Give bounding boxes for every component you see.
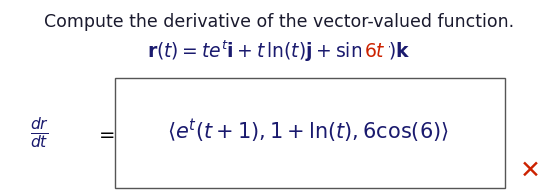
FancyBboxPatch shape: [115, 78, 505, 188]
Text: Compute the derivative of the vector-valued function.: Compute the derivative of the vector-val…: [44, 13, 514, 31]
Text: $\frac{dr}{dt}$: $\frac{dr}{dt}$: [31, 115, 50, 151]
Text: ✕: ✕: [519, 159, 541, 183]
FancyBboxPatch shape: [361, 41, 389, 61]
Text: $\mathbf{r}(t) = te^{t}\mathbf{i} + t\,\mathrm{ln}(t)\mathbf{j} + \sin(6t)\mathb: $\mathbf{r}(t) = te^{t}\mathbf{i} + t\,\…: [147, 38, 411, 64]
Text: $\langle e^{t}(t+1),1+\ln(t),6\cos(6)\rangle$: $\langle e^{t}(t+1),1+\ln(t),6\cos(6)\ra…: [167, 117, 449, 145]
Text: $6t$: $6t$: [364, 42, 386, 61]
Text: $=$: $=$: [95, 123, 115, 142]
